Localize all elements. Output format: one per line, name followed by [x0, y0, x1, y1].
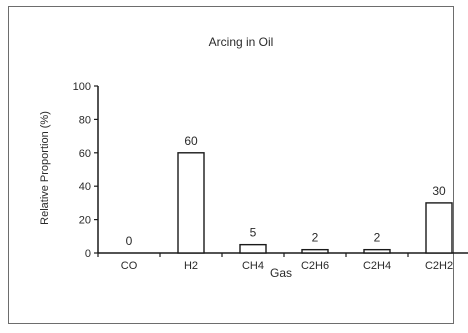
x-tick-label: CH4 [242, 260, 264, 272]
y-tick-label: 40 [79, 181, 91, 193]
data-label: 0 [126, 234, 133, 248]
bar [239, 243, 267, 254]
bar [363, 248, 391, 254]
chart-title: Arcing in Oil [209, 35, 274, 49]
data-label: 60 [184, 134, 198, 148]
x-tick-label: C2H2 [425, 260, 453, 272]
y-axis-label: Relative Proportion (%) [39, 111, 51, 225]
bars [177, 152, 453, 254]
data-label: 30 [432, 184, 446, 198]
x-tick-label: C2H4 [363, 260, 391, 272]
y-tick-label: 0 [85, 248, 91, 260]
labels: 0 20 40 60 80 100 0 CO 60 H2 5 CH4 2 C2H6 2 C2H4 30 C2H2 [73, 81, 453, 272]
bar [301, 248, 329, 254]
y-tick-label: 20 [79, 215, 91, 227]
x-tick-label: C2H6 [301, 260, 329, 272]
y-tick-label: 80 [79, 114, 91, 126]
x-axis-label: Gas [270, 266, 292, 280]
bar [177, 152, 205, 254]
bar [425, 202, 453, 254]
data-label: 2 [374, 231, 381, 245]
x-tick-label: H2 [184, 260, 198, 272]
data-label: 5 [250, 226, 257, 240]
chart-frame [8, 6, 454, 324]
data-label: 2 [312, 231, 319, 245]
axes [94, 85, 468, 257]
y-tick-label: 100 [73, 81, 91, 93]
y-tick-label: 60 [79, 148, 91, 160]
x-tick-label: CO [121, 260, 138, 272]
